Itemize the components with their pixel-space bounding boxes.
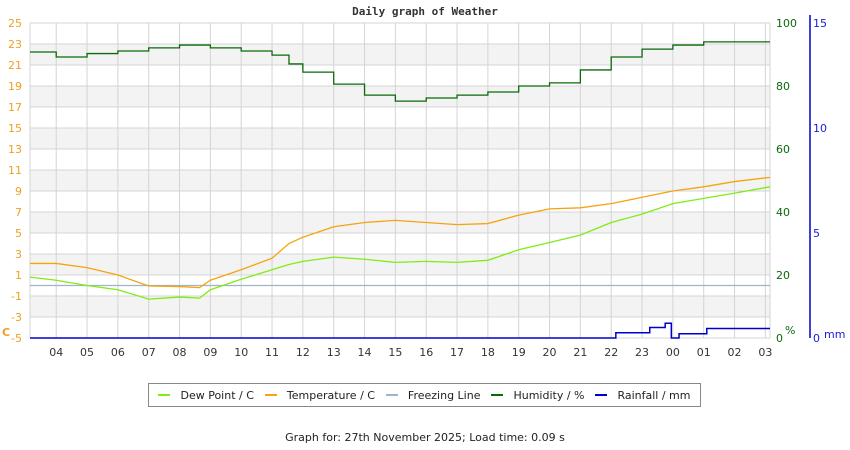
svg-text:11: 11	[8, 164, 22, 177]
svg-text:18: 18	[481, 346, 495, 359]
svg-text:1: 1	[15, 269, 22, 282]
svg-text:21: 21	[573, 346, 587, 359]
svg-text:0: 0	[776, 332, 783, 345]
humidity-swatch-icon	[491, 394, 504, 396]
svg-text:13: 13	[327, 346, 341, 359]
svg-text:60: 60	[776, 143, 790, 156]
legend-label: Rainfall / mm	[617, 388, 691, 402]
svg-text:3: 3	[15, 248, 22, 261]
svg-text:5: 5	[813, 227, 820, 240]
svg-text:15: 15	[8, 122, 22, 135]
svg-text:0: 0	[813, 332, 820, 345]
svg-text:23: 23	[8, 38, 22, 51]
series-lines	[29, 41, 771, 339]
svg-text:80: 80	[776, 80, 790, 93]
svg-text:17: 17	[8, 101, 22, 114]
svg-text:01: 01	[697, 346, 711, 359]
dew-point-swatch-icon	[158, 394, 171, 396]
legend: Dew Point / C Temperature / C Freezing L…	[148, 383, 701, 407]
svg-text:7: 7	[15, 206, 22, 219]
svg-text:20: 20	[776, 269, 790, 282]
svg-text:22: 22	[604, 346, 618, 359]
svg-text:10: 10	[234, 346, 248, 359]
footer-status: Graph for: 27th November 2025; Load time…	[285, 431, 565, 444]
legend-label: Temperature / C	[286, 388, 375, 402]
svg-text:17: 17	[450, 346, 464, 359]
freezing-line-swatch-icon	[385, 394, 398, 396]
svg-text:03: 03	[758, 346, 772, 359]
svg-text:02: 02	[728, 346, 742, 359]
svg-text:07: 07	[142, 346, 156, 359]
svg-text:23: 23	[635, 346, 649, 359]
weather-chart: 04 05 06 07 08 09 10 11 12 13 14 15 16 17 18 19 20 21 22 23…	[2, 15, 845, 359]
axes: 04 05 06 07 08 09 10 11 12 13 14 15 16 17 18 19 20 21 22 23…	[2, 15, 845, 359]
svg-text:5: 5	[15, 227, 22, 240]
svg-text:13: 13	[8, 143, 22, 156]
svg-text:12: 12	[296, 346, 310, 359]
svg-text:19: 19	[8, 80, 22, 93]
chart-title: Daily graph of Weather	[352, 5, 498, 18]
svg-text:08: 08	[173, 346, 187, 359]
svg-text:-3: -3	[11, 311, 22, 324]
legend-label: Freezing Line	[407, 388, 481, 402]
svg-text:15: 15	[813, 17, 827, 30]
svg-text:11: 11	[265, 346, 279, 359]
svg-text:100: 100	[776, 17, 797, 30]
legend-item-temperature: Temperature / C	[264, 388, 375, 402]
temperature-swatch-icon	[264, 394, 277, 396]
svg-text:00: 00	[666, 346, 680, 359]
svg-text:21: 21	[8, 59, 22, 72]
svg-text:20: 20	[543, 346, 557, 359]
svg-text:06: 06	[111, 346, 125, 359]
svg-text:mm: mm	[824, 328, 845, 341]
svg-text:05: 05	[80, 346, 94, 359]
svg-text:9: 9	[15, 185, 22, 198]
svg-text:C: C	[2, 326, 10, 339]
legend-item-rainfall: Rainfall / mm	[595, 389, 690, 402]
legend-label: Dew Point / C	[180, 388, 254, 402]
svg-text:14: 14	[358, 346, 372, 359]
legend-item-humidity: Humidity / %	[491, 389, 584, 402]
svg-text:-1: -1	[11, 290, 22, 303]
svg-text:-5: -5	[11, 332, 22, 345]
svg-text:04: 04	[49, 346, 63, 359]
svg-text:10: 10	[813, 122, 827, 135]
background-bands	[30, 23, 770, 338]
legend-item-freezing-line: Freezing Line	[385, 388, 481, 402]
svg-text:19: 19	[512, 346, 526, 359]
svg-text:15: 15	[388, 346, 402, 359]
svg-text:09: 09	[203, 346, 217, 359]
svg-text:%: %	[785, 324, 795, 337]
legend-label: Humidity / %	[513, 388, 585, 402]
svg-text:16: 16	[419, 346, 433, 359]
svg-text:25: 25	[8, 17, 22, 30]
svg-text:40: 40	[776, 206, 790, 219]
rainfall-swatch-icon	[595, 394, 608, 396]
legend-item-dew-point: Dew Point / C	[158, 388, 254, 402]
